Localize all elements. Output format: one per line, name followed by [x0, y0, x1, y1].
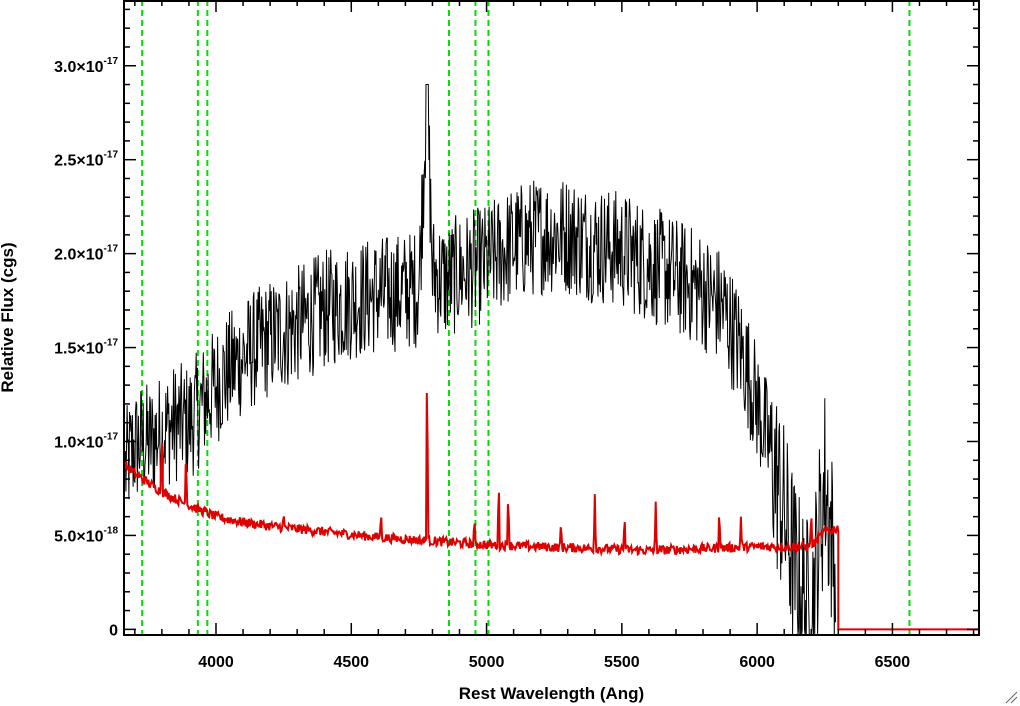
y-tick-label: 1.5×10-17 [54, 338, 118, 358]
model-spectrum-line [123, 392, 979, 631]
resize-grip-icon[interactable] [1004, 690, 1018, 704]
plot-frame [123, 0, 980, 636]
x-tick-label: 6500 [875, 654, 911, 671]
y-tick-label: 3.0×10-17 [54, 56, 118, 76]
y-tick-label: 0 [109, 622, 118, 639]
y-tick-labels: 0 5.0×10-18 1.0×10-17 1.5×10-17 2.0×10-17 2.5… [54, 56, 118, 640]
x-axis-title: Rest Wavelength (Ang) [459, 684, 644, 703]
y-tick-label: 5.0×10-18 [54, 525, 118, 545]
x-tick-label: 4500 [333, 654, 369, 671]
series-layer [123, 84, 979, 636]
x-tick-label: 4000 [198, 654, 234, 671]
y-tick-label: 2.0×10-17 [54, 244, 118, 264]
x-tick-labels: 4000 4500 5000 5500 6000 6500 [198, 654, 910, 671]
ticks-layer [124, 0, 979, 635]
x-tick-label: 5000 [469, 654, 505, 671]
y-tick-label: 2.5×10-17 [54, 150, 118, 170]
observed-spectrum-line [124, 84, 836, 636]
reference-lines [141, 0, 911, 635]
x-tick-label: 6000 [739, 654, 775, 671]
y-axis-title: Relative Flux (cgs) [0, 242, 17, 392]
y-tick-label: 1.0×10-17 [54, 431, 118, 451]
x-tick-label: 5500 [604, 654, 640, 671]
